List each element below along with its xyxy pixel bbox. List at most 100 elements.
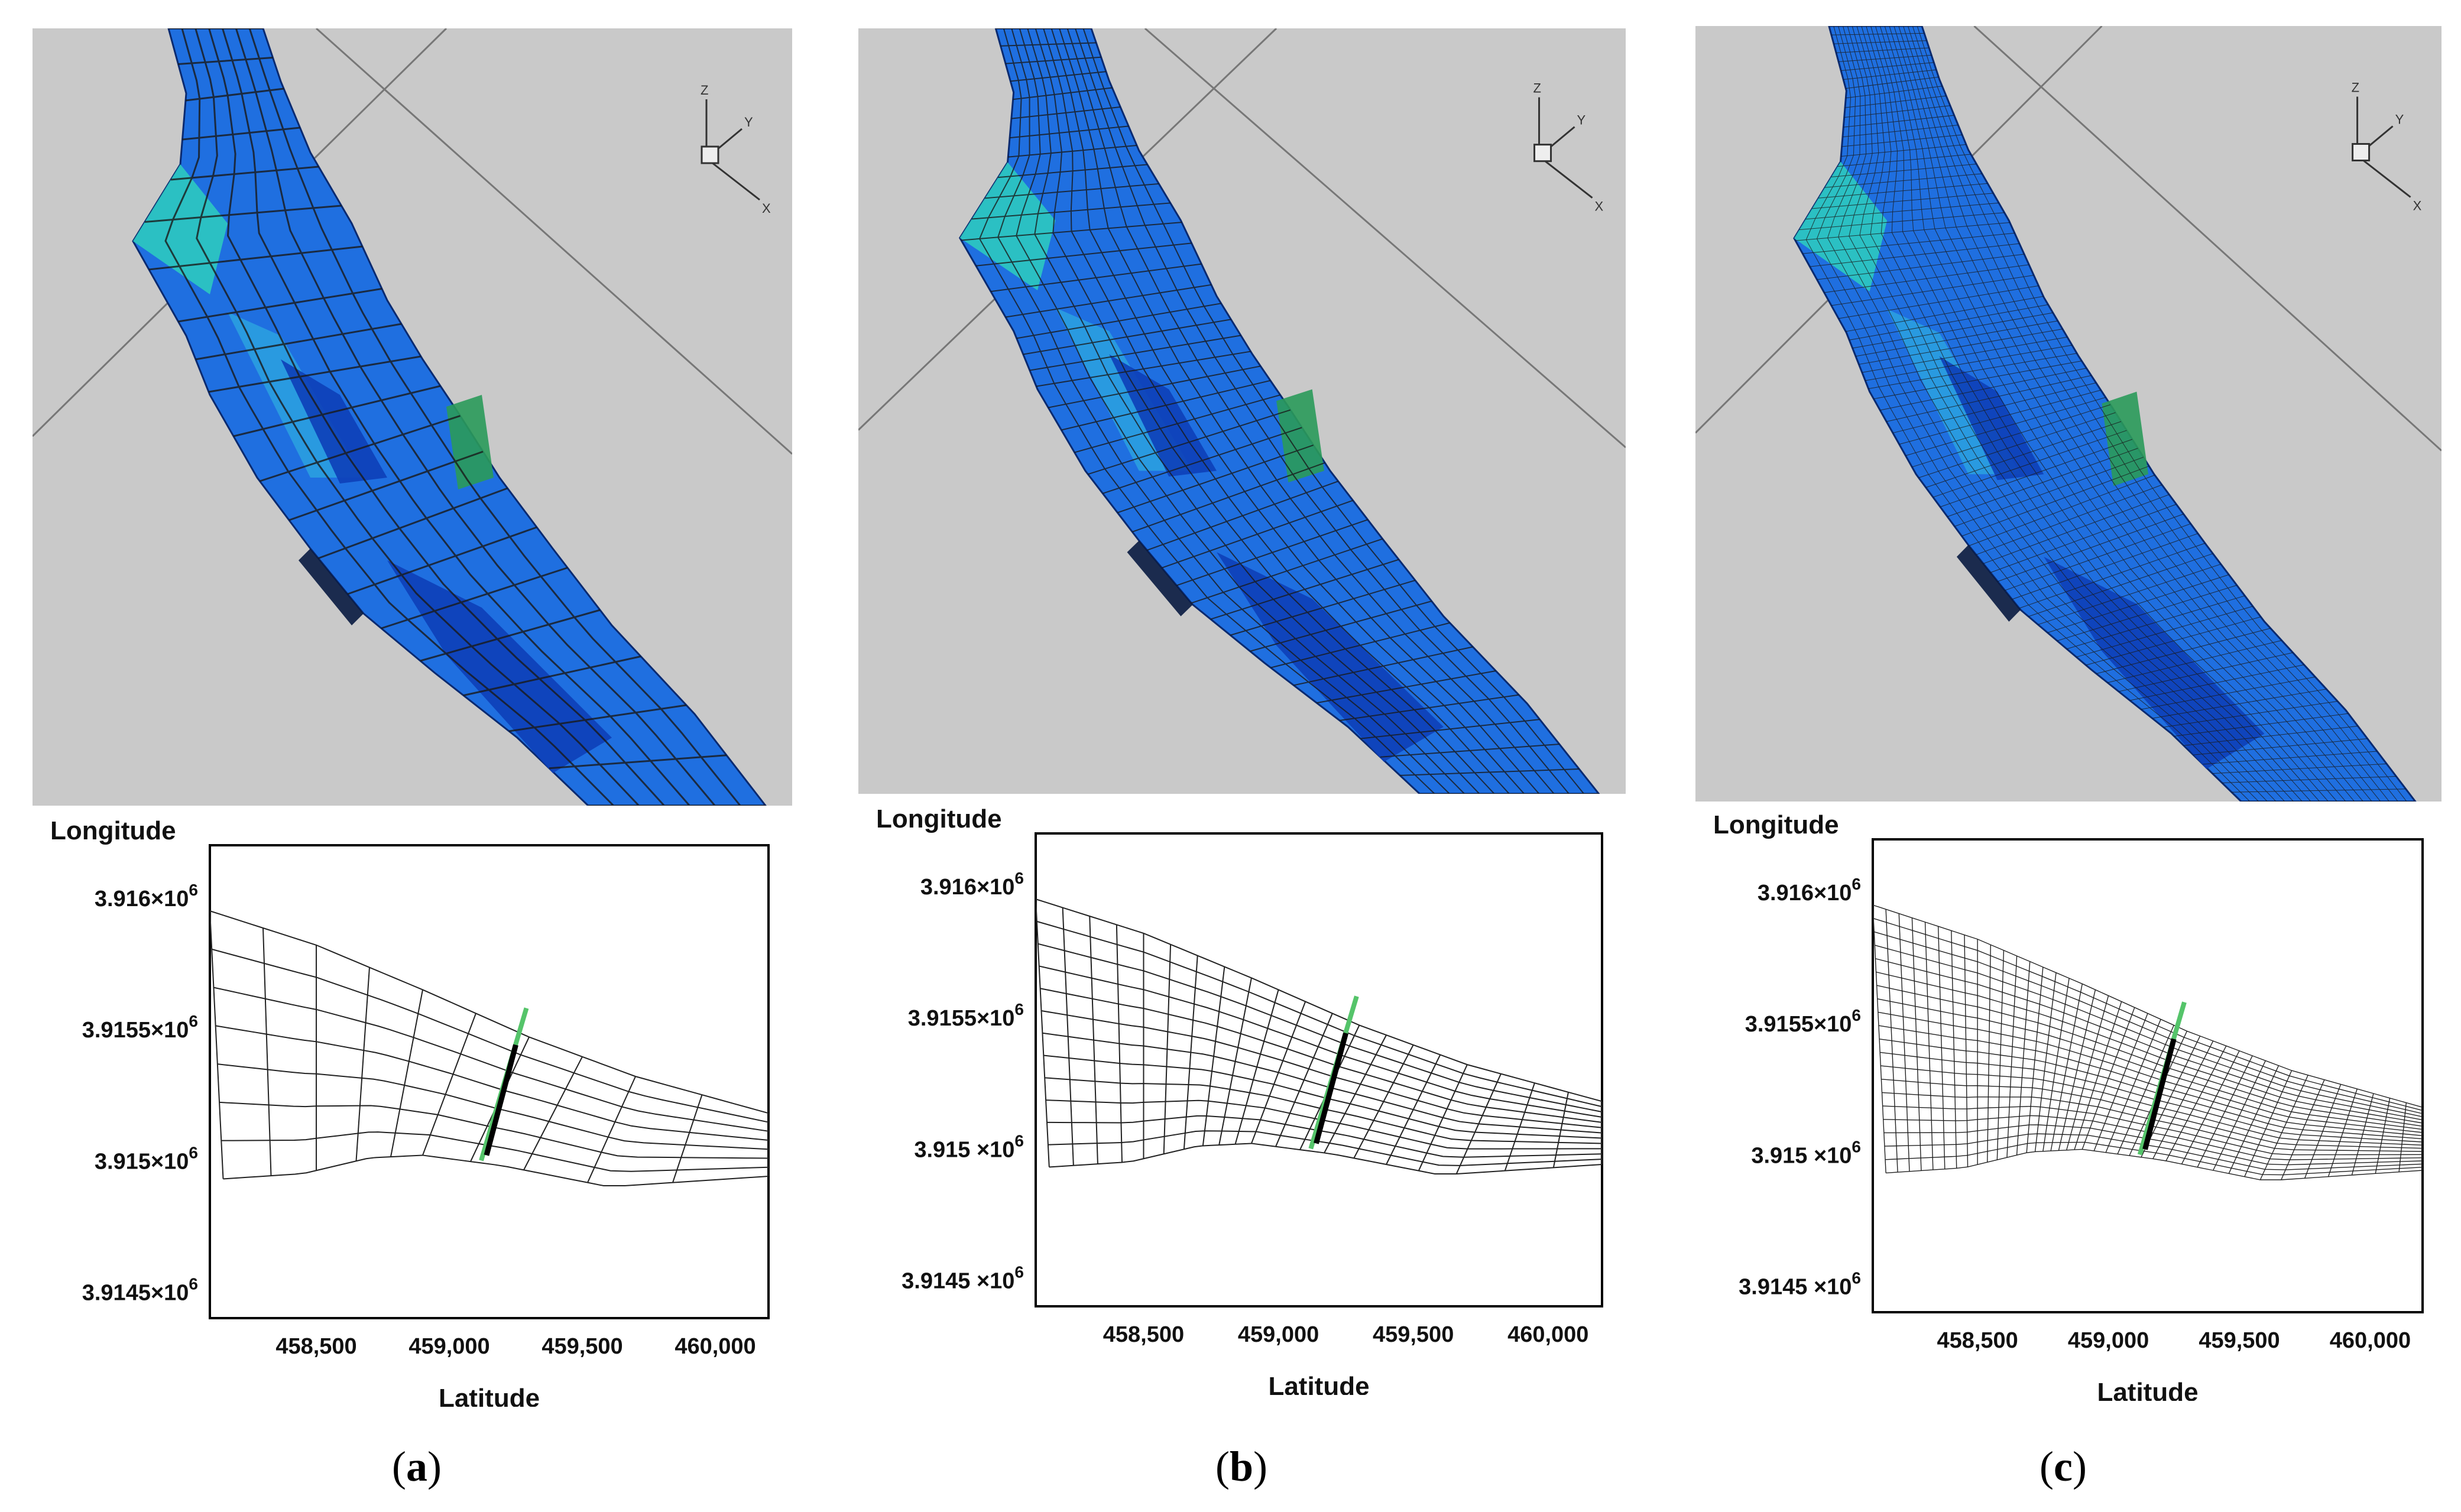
mesh-line-long	[1893, 26, 2363, 802]
axis-triad-label: Y	[2395, 112, 2404, 126]
bank-highlight	[133, 164, 228, 294]
x-tick-label: 459,000	[2068, 1328, 2149, 1353]
mesh-line-long	[1039, 965, 1603, 1118]
x-tick-label: 458,500	[275, 1334, 356, 1359]
x-tick-label: 459,500	[2199, 1328, 2280, 1353]
mesh-line-long	[223, 1154, 769, 1186]
mesh-line-long	[1045, 1077, 1603, 1144]
mesh-lines	[144, 28, 766, 806]
mesh-line-long	[248, 28, 741, 806]
axis-triad-icon	[701, 99, 760, 201]
mesh-line-long	[1827, 26, 2268, 802]
river-mesh-3d-b: Z Y X	[858, 28, 1626, 794]
mesh-line-long	[1816, 26, 2259, 802]
mesh-line-cross	[672, 1094, 703, 1183]
mesh-line-long	[1873, 918, 2423, 1111]
mesh-line-long	[1876, 971, 2423, 1124]
mesh-line-long	[194, 28, 640, 806]
mesh-line-long	[1035, 898, 1603, 1102]
axis-triad-label: X	[762, 201, 771, 216]
mesh-line-long	[1042, 1032, 1603, 1134]
y-tick-label: 3.916×106	[95, 881, 198, 911]
deep-channel	[1939, 356, 2044, 481]
x-axis-label: Latitude	[439, 1384, 540, 1407]
mesh-line-long	[1883, 1115, 2423, 1160]
mesh-line-long	[1059, 28, 1540, 794]
mesh-3d-view-b: Z Y X	[858, 28, 1626, 794]
mesh-line-long	[209, 910, 769, 1114]
x-tick-label: 458,500	[1937, 1328, 2018, 1353]
mesh-line-long	[1877, 998, 2423, 1130]
weir-gates	[484, 1044, 518, 1156]
mesh-line-long	[1066, 28, 1555, 794]
mesh-line-long	[221, 28, 690, 806]
weir-gates	[1314, 1032, 1348, 1144]
mesh-line-long	[1875, 958, 2423, 1121]
mesh-line-long	[1016, 28, 1465, 794]
mesh-line-long	[219, 1101, 769, 1159]
mesh-line-long	[1912, 26, 2398, 802]
mesh-line-long	[235, 28, 716, 806]
axis-triad-icon	[2352, 96, 2411, 198]
mesh-line-long	[1082, 28, 1585, 794]
mesh-lines	[1795, 26, 2415, 802]
mesh-grid	[1872, 904, 2423, 1180]
mesh-line-cross	[178, 57, 273, 65]
mesh-line-cross	[182, 126, 300, 141]
mesh-line-cross	[288, 450, 484, 521]
mesh-line-cross	[508, 704, 687, 732]
axis-triad-label: Y	[744, 115, 753, 129]
mesh-line-long	[211, 948, 769, 1123]
plot-frame	[209, 844, 770, 1319]
mesh-2d-plot-b: Longitude Latitude 3.916×106 3.9155×106 3.91…	[858, 792, 1626, 1395]
mesh-line-long	[1881, 1079, 2423, 1149]
mesh-line-long	[217, 1063, 769, 1150]
mesh-lines	[961, 28, 1599, 794]
axis-triad-label: Z	[1533, 81, 1541, 96]
mesh-line-long	[1036, 920, 1603, 1108]
caption-b: (b)	[1215, 1443, 1267, 1490]
mesh-line-long	[1886, 1148, 2423, 1180]
mesh-line-long	[1049, 1143, 1603, 1174]
mesh-line-long	[1884, 1133, 2423, 1170]
mesh-line-long	[1043, 28, 1510, 794]
mesh-line-long	[1050, 28, 1525, 794]
mesh-line-long	[1048, 1130, 1603, 1166]
mesh-line-long	[1040, 988, 1603, 1123]
mesh-line-long	[1876, 985, 2423, 1127]
mesh-line-cross	[195, 323, 402, 361]
mesh-line-long	[1875, 945, 2423, 1118]
mesh-line-long	[1878, 1025, 2423, 1137]
axis-triad-label: Y	[1577, 113, 1586, 128]
mesh-line-cross	[233, 385, 441, 437]
mesh-line-long	[1075, 28, 1570, 794]
mesh-2d-plot-a: Longitude Latitude 3.916×106 3.9155×106 3.91…	[33, 804, 792, 1407]
mesh-3d-view-a: Z Y X	[33, 28, 792, 806]
mesh-line-cross	[170, 166, 319, 181]
axis-triad-label: Z	[2352, 80, 2359, 95]
mesh-line-long	[1035, 28, 1495, 794]
mesh-line-long	[1882, 1092, 2423, 1152]
deep-channel	[1109, 354, 1217, 477]
mesh-line-long	[1885, 1141, 2423, 1176]
deep-channel-lower	[1217, 552, 1444, 762]
mesh-line-cross	[381, 567, 568, 630]
y-axis-label: Longitude	[50, 816, 176, 845]
mesh-line-long	[997, 28, 1450, 794]
mesh-3d-view-c: Z Y X	[1695, 26, 2441, 802]
mesh-line-cross	[1799, 212, 2005, 231]
mesh-line-long	[1043, 1054, 1603, 1139]
mesh-line-long	[1882, 1105, 2423, 1156]
bank-shadow	[1956, 544, 2021, 622]
mesh-line-long	[1861, 26, 2303, 802]
y-tick-label: 3.915×106	[95, 1143, 198, 1174]
mesh-line-cross	[317, 487, 508, 559]
mesh-line-long	[1872, 904, 2423, 1108]
y-axis-label: Longitude	[876, 804, 1002, 833]
x-tick-label: 460,000	[1507, 1322, 1588, 1347]
axis-triad-label: X	[1595, 199, 1604, 214]
mesh-line-cross	[1837, 154, 1971, 167]
plot-svg-a: Longitude Latitude 3.916×106 3.9155×106 3.91…	[50, 816, 770, 1407]
mesh-line-cross	[390, 989, 423, 1157]
x-tick-label: 458,500	[1103, 1322, 1184, 1347]
